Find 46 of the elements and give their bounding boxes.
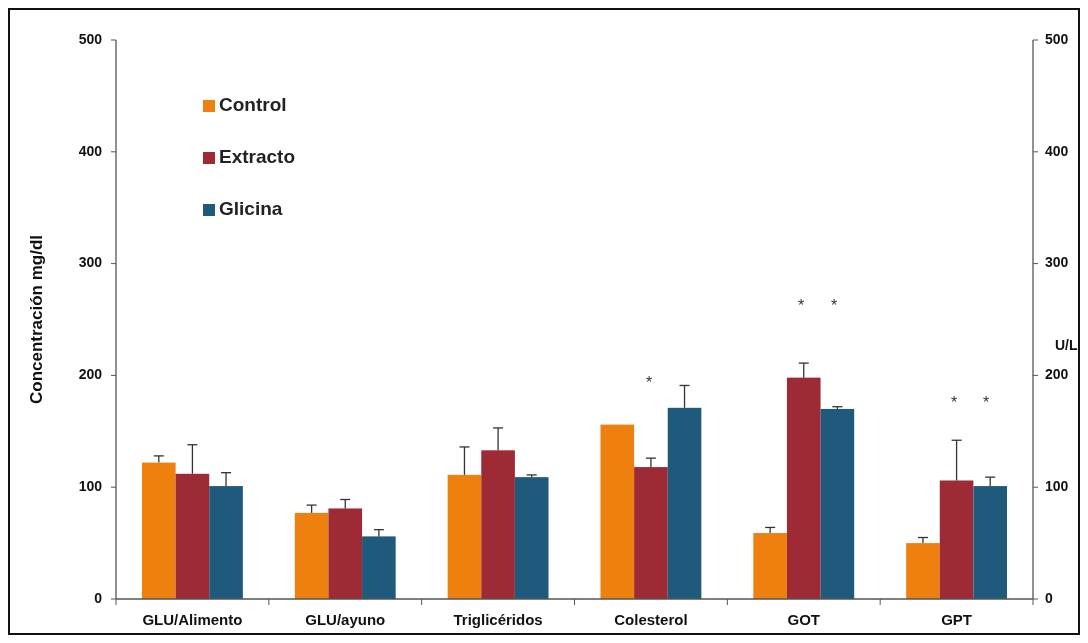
bar — [634, 467, 668, 599]
x-tick-label: GLU/Alimento — [142, 611, 243, 628]
x-tick-label: GLU/ayuno — [305, 611, 386, 628]
y-tick-label: 100 — [78, 477, 103, 494]
legend-label: Extracto — [219, 146, 296, 168]
y-axis-title: Concentración mg/dl — [27, 234, 46, 405]
annotation: * — [950, 394, 958, 412]
y2-tick-label: 200 — [1045, 366, 1069, 383]
bar — [600, 424, 635, 599]
bar — [362, 536, 396, 599]
annotation: * — [797, 297, 805, 315]
annotation: * — [830, 297, 838, 315]
bar — [820, 408, 855, 599]
y2-tick-label: 100 — [1045, 477, 1069, 494]
bar — [481, 450, 515, 599]
y-tick-label: 400 — [78, 142, 103, 159]
bar — [667, 407, 702, 599]
y-tick-label: 200 — [78, 366, 103, 383]
x-tick-label: GOT — [787, 611, 820, 628]
annotation: * — [982, 394, 990, 412]
y2-tick-label: 0 — [1045, 589, 1053, 606]
bar — [514, 477, 549, 599]
y2-tick-label: 500 — [1045, 30, 1069, 47]
bar — [328, 508, 363, 599]
bar — [294, 512, 329, 599]
legend-label: Control — [219, 94, 287, 116]
annotation: * — [645, 374, 653, 392]
y-tick-label: 500 — [78, 30, 103, 47]
bar — [447, 474, 482, 599]
bar — [753, 533, 787, 599]
legend-label: Glicina — [219, 198, 283, 220]
bar — [939, 480, 974, 599]
y-tick-label: 300 — [78, 254, 103, 271]
bar — [906, 543, 940, 599]
y2-axis-title: U/L — [1055, 336, 1078, 353]
x-tick-label: Triglicéridos — [453, 611, 543, 628]
bar — [209, 486, 243, 599]
bar — [973, 486, 1008, 599]
y2-tick-label: 400 — [1045, 142, 1069, 159]
x-tick-label: GPT — [941, 611, 973, 628]
y2-tick-label: 300 — [1045, 254, 1069, 271]
bar — [786, 377, 821, 599]
x-tick-label: Colesterol — [614, 611, 688, 628]
bar — [141, 462, 176, 599]
bar — [175, 473, 210, 599]
y-tick-label: 0 — [94, 589, 103, 606]
